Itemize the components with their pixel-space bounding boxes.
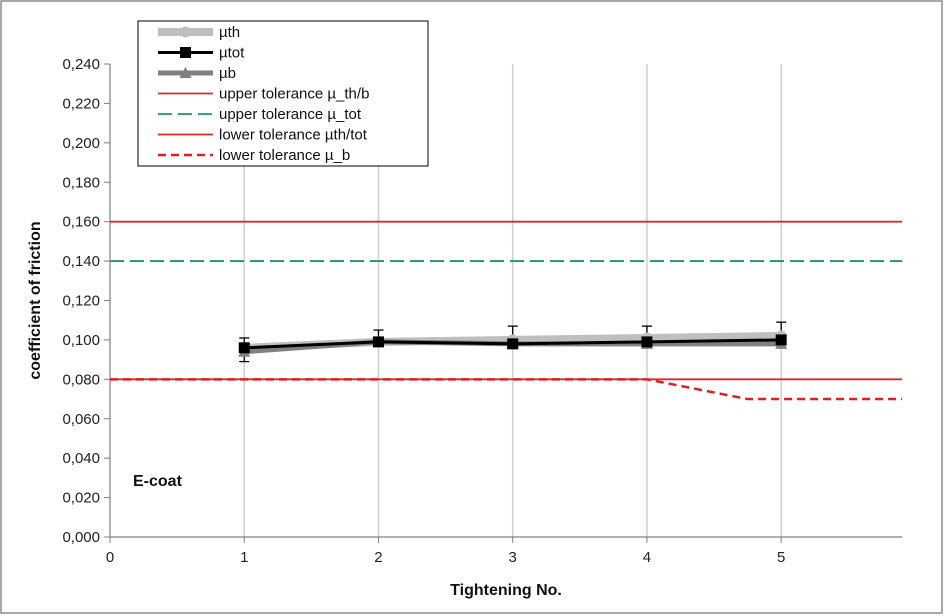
data-point-square (641, 336, 653, 348)
y-tick-label: 0,140 (62, 253, 100, 270)
y-tick-label: 0,040 (62, 450, 100, 467)
legend-marker-triangle (179, 67, 192, 78)
legend-label: upper tolerance µ_th/b (219, 86, 369, 103)
legend-label: µtot (219, 45, 245, 62)
x-tick-label: 1 (240, 549, 248, 566)
y-tick-label: 0,120 (62, 293, 100, 310)
x-tick-label: 3 (509, 549, 517, 566)
legend-label: upper tolerance µ_tot (219, 106, 362, 123)
y-tick-label: 0,020 (62, 490, 100, 507)
legend-label: lower tolerance µ_b (219, 147, 350, 164)
y-tick-label: 0,180 (62, 174, 100, 191)
y-tick-label: 0,080 (62, 371, 100, 388)
legend-label: lower tolerance µth/tot (219, 127, 368, 144)
y-tick-label: 0,200 (62, 135, 100, 152)
legend-label: µth (219, 24, 240, 41)
legend-label: µb (219, 65, 236, 82)
annotation-label: E-coat (133, 473, 183, 490)
y-tick-label: 0,100 (62, 332, 100, 349)
data-point-square (507, 338, 519, 350)
tolerance-line-3 (110, 378, 902, 401)
data-point-square (775, 334, 787, 346)
x-tick-label: 5 (777, 549, 785, 566)
x-tick-label: 0 (106, 549, 114, 566)
legend-marker-circle (180, 26, 191, 38)
y-tick-label: 0,000 (62, 529, 100, 546)
y-axis-title: coefficient of friction (27, 221, 44, 379)
data-point-square (238, 342, 250, 354)
y-tick-label: 0,160 (62, 214, 100, 231)
data-point-square (372, 336, 384, 348)
x-axis-title: Tightening No. (450, 582, 562, 599)
y-tick-label: 0,220 (62, 95, 100, 112)
x-tick-label: 2 (374, 549, 382, 566)
y-tick-label: 0,060 (62, 411, 100, 428)
x-tick-label: 4 (643, 549, 651, 566)
legend-marker-square (180, 47, 191, 58)
y-tick-label: 0,240 (62, 56, 100, 73)
